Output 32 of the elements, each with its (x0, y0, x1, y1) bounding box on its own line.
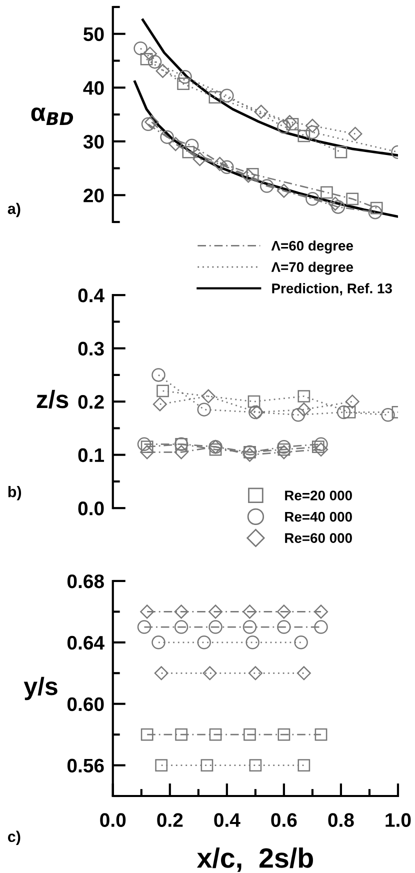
text: Re=60 000 (285, 533, 352, 543)
y-tick-label: 0.1 (78, 448, 104, 462)
text: Λ=70 degree (271, 262, 354, 275)
y-tick-label: 0.0 (78, 502, 104, 516)
y-tick-label: 0.56 (67, 758, 104, 773)
text: Re=40 000 (285, 512, 352, 522)
y-tick-label: 0.4 (78, 288, 104, 302)
y-tick-label: 0.68 (67, 574, 104, 588)
text: Λ=60 degree (271, 240, 354, 254)
y-tick-label: 40 (83, 81, 104, 95)
x-tick-label: 0.8 (328, 813, 354, 827)
x-tick-label: 0.0 (100, 813, 126, 827)
y-tick-label: 0.64 (67, 636, 104, 650)
x-tick-label: 0.6 (271, 813, 297, 827)
y-tick-label: 50 (84, 27, 104, 42)
y-tick-label: 0.60 (67, 697, 104, 712)
y-tick-label: 0.3 (78, 342, 104, 356)
text: a) (8, 202, 20, 218)
annotation: Re=20 000 (285, 490, 352, 500)
y-axis-title: y/s (24, 676, 58, 700)
y-tick-label: 30 (83, 134, 104, 149)
x-tick-label: 1.0 (386, 813, 411, 827)
x-tick-label: 0.2 (157, 813, 183, 827)
y-axis-title: α$_{BD}$ (31, 107, 74, 126)
y-tick-label: 20 (84, 188, 104, 202)
text: b) (8, 486, 22, 500)
annotation: Prediction, Ref. 13 (272, 283, 392, 296)
text: c) (8, 830, 20, 846)
y-axis-title: z/s (36, 390, 68, 409)
y-tick-label: 0.2 (78, 395, 104, 409)
x-axis-title: x/c, 2s/b (196, 847, 313, 872)
x-tick-label: 0.4 (214, 813, 240, 827)
